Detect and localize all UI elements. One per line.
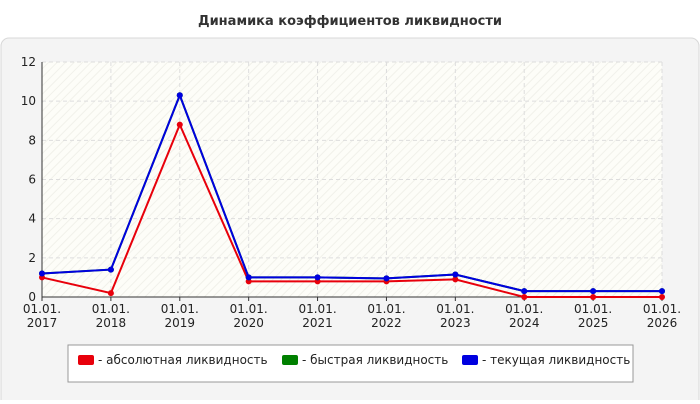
point: [521, 294, 528, 300]
x-tick-label: 01.01.: [574, 302, 612, 316]
x-tick-label: 01.01.: [230, 302, 268, 316]
legend-swatch: [282, 355, 298, 365]
y-tick-label: 4: [28, 212, 36, 226]
legend-label: - быстрая ликвидность: [302, 353, 448, 367]
point: [659, 294, 665, 300]
point: [314, 274, 321, 281]
point: [659, 288, 665, 295]
x-tick-label: 2023: [440, 316, 471, 330]
y-tick-label: 12: [21, 55, 36, 69]
point: [452, 276, 459, 283]
legend-label: - абсолютная ликвидность: [98, 353, 268, 367]
y-tick-label: 0: [28, 290, 36, 304]
point: [107, 266, 114, 273]
point: [521, 288, 528, 295]
x-tick-label: 01.01.: [161, 302, 199, 316]
x-tick-label: 2022: [371, 316, 402, 330]
x-tick-label: 01.01.: [298, 302, 336, 316]
x-tick-label: 2019: [165, 316, 196, 330]
legend-label: - текущая ликвидность: [482, 353, 630, 367]
x-tick-label: 01.01.: [23, 302, 61, 316]
point: [452, 271, 459, 278]
point: [590, 294, 597, 300]
x-tick-label: 2026: [647, 316, 678, 330]
x-tick-label: 2021: [302, 316, 333, 330]
series-line: [41, 122, 662, 298]
legend: [67, 344, 634, 383]
y-tick-label: 6: [28, 173, 36, 187]
x-tick-label: 01.01.: [436, 302, 474, 316]
y-tick-label: 2: [28, 251, 36, 265]
y-tick-label: 8: [28, 133, 36, 147]
x-tick-label: 2020: [233, 316, 264, 330]
y-tick-label: 10: [21, 94, 36, 108]
x-tick-label: 01.01.: [643, 302, 681, 316]
point: [590, 288, 597, 295]
point: [39, 270, 45, 277]
chart-title: Динамика коэффициентов ликвидности: [198, 14, 502, 29]
point: [383, 275, 390, 282]
x-tick-label: 01.01.: [92, 302, 130, 316]
x-tick-label: 01.01.: [367, 302, 405, 316]
point: [245, 274, 252, 281]
x-tick-label: 2025: [578, 316, 609, 330]
x-tick-label: 2024: [509, 316, 540, 330]
x-tick-label: 2018: [96, 316, 127, 330]
point: [107, 290, 114, 297]
point: [176, 92, 183, 99]
point: [176, 121, 183, 128]
legend-swatch: [78, 355, 94, 365]
series-line: [41, 92, 662, 293]
x-tick-label: 01.01.: [505, 302, 543, 316]
legend-swatch: [462, 355, 478, 365]
x-tick-label: 2017: [27, 316, 58, 330]
